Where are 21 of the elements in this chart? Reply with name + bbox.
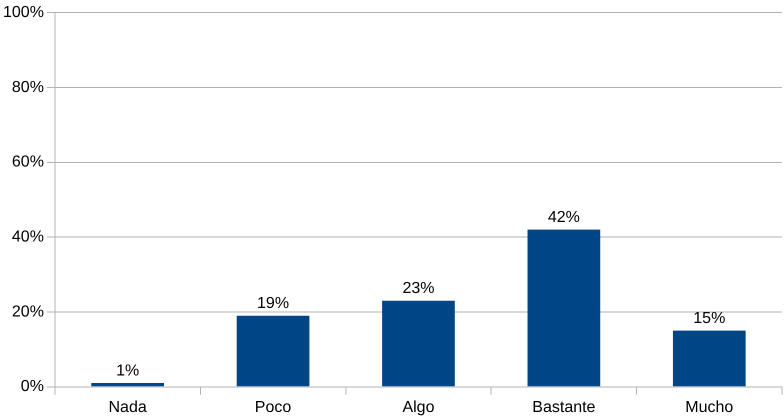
y-tick-label: 100%: [3, 4, 44, 22]
x-tick-label: Algo: [402, 398, 435, 416]
bar: [382, 300, 455, 386]
data-label: 1%: [116, 362, 140, 380]
y-tick-label: 60%: [12, 154, 44, 171]
y-tick-label: 0%: [20, 378, 44, 396]
bar: [236, 316, 310, 386]
data-label: 23%: [402, 280, 434, 298]
y-tick-label: 20%: [12, 303, 44, 320]
bar: [91, 383, 164, 386]
y-tick-label: 40%: [12, 228, 44, 246]
y-tick-label: 80%: [12, 78, 44, 96]
x-tick-label: Bastante: [532, 398, 596, 416]
data-label: 42%: [548, 209, 580, 226]
data-label: 19%: [257, 295, 290, 312]
x-tick-label: Mucho: [685, 398, 734, 416]
x-tick-label: Poco: [254, 398, 292, 416]
bar: [672, 330, 746, 386]
bar: [528, 230, 600, 386]
data-label: 15%: [693, 310, 726, 328]
x-tick-label: Nada: [108, 398, 147, 416]
